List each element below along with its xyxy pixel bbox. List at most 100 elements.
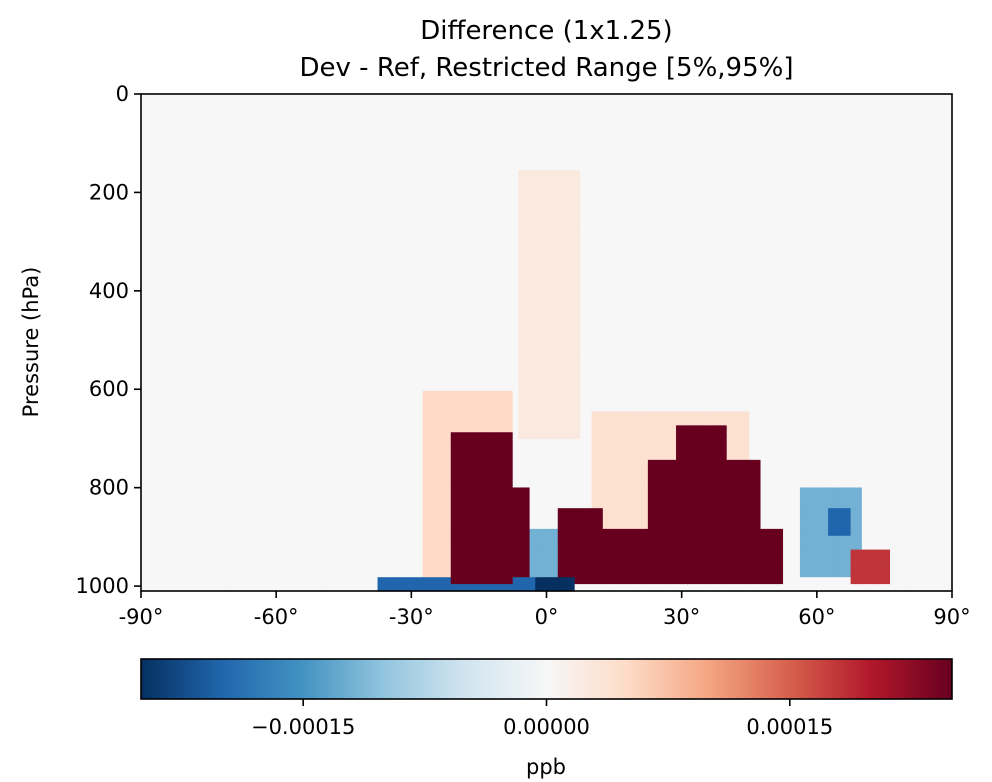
heatmap-cell — [400, 204, 407, 212]
heatmap-cell — [264, 211, 272, 219]
heatmap-cell — [428, 259, 435, 268]
heatmap-cell — [202, 563, 210, 571]
heatmap-cell — [214, 349, 221, 357]
heatmap-cell — [141, 301, 148, 309]
heatmap-cell — [332, 556, 339, 564]
heatmap-cell — [141, 94, 148, 102]
heatmap-cell — [445, 149, 452, 157]
heatmap-cell — [214, 570, 221, 578]
heatmap-cell — [293, 452, 300, 461]
heatmap-cell — [383, 480, 390, 489]
heatmap-cell — [377, 197, 384, 206]
heatmap-cell — [270, 190, 277, 199]
heatmap-cell — [270, 342, 277, 351]
heatmap-cell — [518, 321, 525, 330]
heatmap-cell — [360, 342, 367, 351]
heatmap-cell — [490, 377, 497, 385]
heatmap-cell — [248, 508, 255, 516]
heatmap-cell — [315, 190, 322, 199]
heatmap-cell — [298, 273, 305, 281]
heatmap-cell — [529, 245, 536, 254]
heatmap-cell — [309, 135, 317, 143]
heatmap-cell — [349, 190, 356, 199]
heatmap-cell — [180, 370, 187, 378]
heatmap-cell — [400, 418, 407, 426]
heatmap-cell — [315, 363, 322, 371]
heatmap-cell — [225, 570, 232, 578]
heatmap-cell — [495, 107, 503, 116]
heatmap-cell — [400, 501, 407, 509]
heatmap-cell — [191, 245, 198, 254]
heatmap-cell — [473, 466, 480, 475]
heatmap-cell — [281, 584, 289, 592]
heatmap-cell — [332, 218, 339, 226]
heatmap-cell — [473, 584, 480, 592]
heatmap-cell — [321, 314, 328, 323]
heatmap-cell — [371, 466, 379, 475]
heatmap-cell — [507, 515, 514, 523]
heatmap-cell — [298, 535, 305, 544]
heatmap-cell — [355, 94, 362, 102]
heatmap-cell — [366, 411, 373, 420]
heatmap-cell — [186, 238, 193, 247]
heatmap-cell — [512, 287, 519, 295]
heatmap-cell — [400, 190, 407, 199]
heatmap-cell — [467, 473, 474, 482]
heatmap-cell — [191, 273, 198, 281]
heatmap-cell — [169, 570, 176, 578]
heatmap-cell — [439, 238, 446, 247]
heatmap-cell — [445, 377, 452, 385]
heatmap-cell — [287, 328, 294, 337]
heatmap-cell — [202, 397, 210, 406]
heatmap-cell — [197, 149, 204, 157]
heatmap-cell — [422, 542, 429, 551]
heatmap-cell — [501, 542, 508, 551]
heatmap-cell — [355, 466, 362, 475]
heatmap-cell — [512, 225, 519, 233]
heatmap-cell — [287, 314, 294, 323]
heatmap-cell — [529, 94, 536, 102]
heatmap-cell — [360, 121, 367, 130]
heatmap-cell — [309, 259, 317, 268]
heatmap-cell — [360, 508, 367, 516]
heatmap-cell — [146, 411, 153, 420]
heatmap-cell — [276, 128, 283, 137]
heatmap-cell — [281, 439, 289, 447]
heatmap-cell — [456, 425, 463, 433]
heatmap-cell — [163, 100, 170, 109]
heatmap-cell — [355, 432, 362, 440]
heatmap-cell — [332, 135, 339, 143]
heatmap-cell — [304, 225, 311, 233]
heatmap-cell — [450, 107, 457, 116]
heatmap-cell — [405, 259, 412, 268]
heatmap-cell — [202, 342, 210, 351]
heatmap-cell — [456, 163, 463, 171]
heatmap-cell — [439, 245, 446, 254]
heatmap-cell — [253, 563, 260, 571]
heatmap-cell — [343, 225, 350, 233]
heatmap-cell — [309, 577, 317, 585]
heatmap-cell — [478, 570, 486, 578]
heatmap-cell — [366, 439, 373, 447]
heatmap-cell — [202, 480, 210, 489]
heatmap-cell — [287, 584, 294, 592]
heatmap-cell — [208, 107, 215, 116]
heatmap-cell — [473, 383, 480, 392]
heatmap-cell — [456, 238, 463, 247]
heatmap-cell — [163, 459, 170, 468]
heatmap-cell — [507, 501, 514, 509]
heatmap-cell — [169, 252, 176, 261]
heatmap-cell — [214, 301, 221, 309]
heatmap-cell — [186, 163, 193, 171]
heatmap-cell — [343, 259, 350, 268]
heatmap-cell — [501, 114, 508, 123]
heatmap-cell — [405, 204, 412, 212]
heatmap-cell — [428, 473, 435, 482]
heatmap-cell — [298, 156, 305, 164]
heatmap-cell — [484, 128, 491, 137]
heatmap-cell — [433, 211, 441, 219]
heatmap-cell — [456, 377, 463, 385]
heatmap-cell — [208, 183, 215, 192]
heatmap-cell — [253, 238, 260, 247]
heatmap-cell — [225, 494, 232, 502]
